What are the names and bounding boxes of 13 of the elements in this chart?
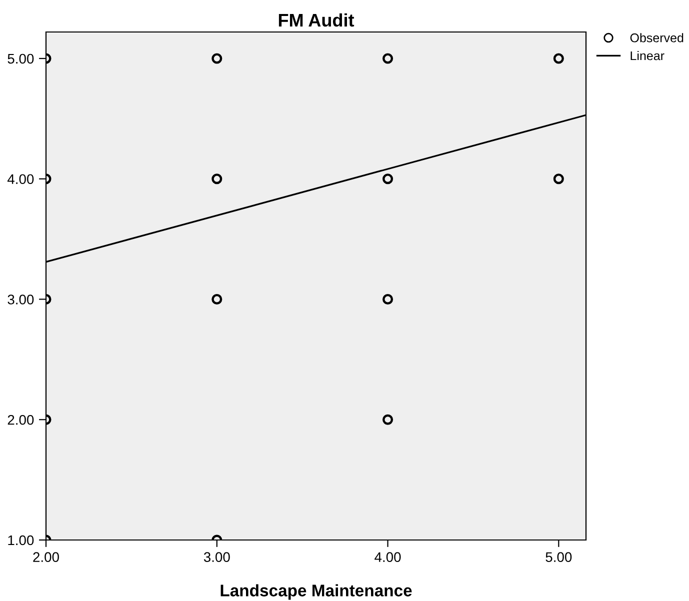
x-axis-title: Landscape Maintenance [220, 584, 412, 600]
x-tick-label: 3.00 [204, 552, 230, 562]
legend-label: Linear [630, 50, 664, 60]
y-tick-label: 1.00 [8, 535, 34, 546]
y-tick-label: 3.00 [8, 294, 34, 304]
y-tick-label: 4.00 [7, 174, 34, 184]
x-tick-label: 4.00 [374, 552, 401, 562]
chart-title: FM Audit [278, 13, 354, 27]
x-tick-label: 5.00 [546, 552, 572, 562]
y-tick-label: 2.00 [8, 414, 34, 425]
legend-label: Observed [630, 33, 684, 42]
y-tick-label: 5.00 [8, 54, 34, 64]
x-tick-label: 2.00 [33, 552, 59, 562]
